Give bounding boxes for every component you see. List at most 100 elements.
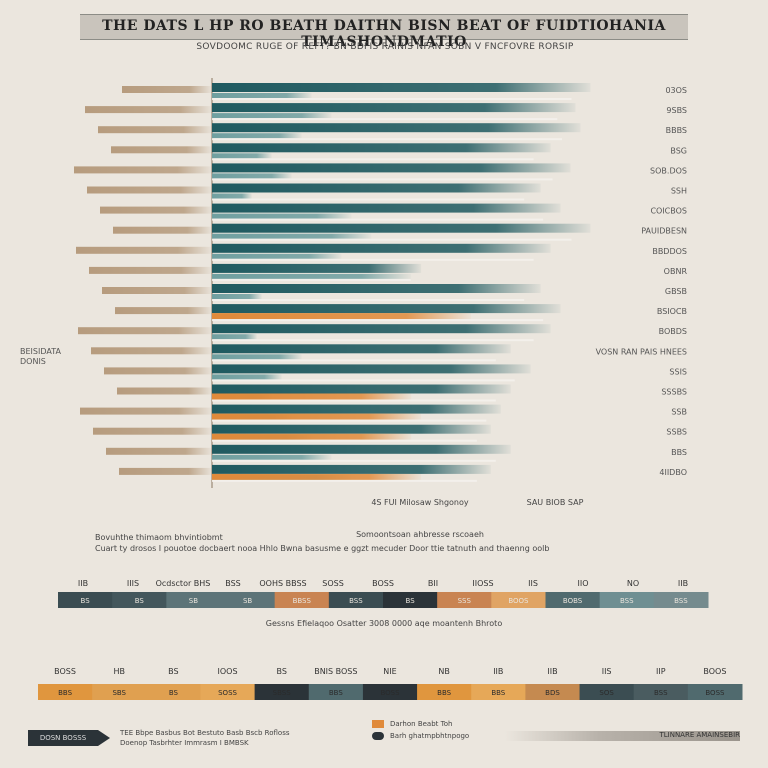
strip2-segment-12 bbox=[633, 684, 689, 700]
strip2-segment-label-1: BBS bbox=[58, 689, 72, 697]
strip1-segment-1 bbox=[58, 592, 113, 608]
strip2-segment-label-2: SBS bbox=[112, 689, 126, 697]
legend-box-label: DOSN BOSSS bbox=[28, 730, 98, 746]
strip1-segment-label-4: SB bbox=[243, 597, 252, 605]
bar-11-series-1 bbox=[212, 284, 541, 293]
bar-divider bbox=[212, 138, 563, 141]
strip2-category-7: NIE bbox=[383, 667, 396, 676]
legend-item-2: Barh ghatmpbhtnpogo bbox=[372, 730, 502, 742]
x-axis-label: 4S FUI Milosaw Shgonoy bbox=[371, 498, 469, 507]
brush-stroke bbox=[113, 226, 212, 234]
legend-right-label: TLINNARE AMAINSEBIR bbox=[659, 731, 740, 739]
strip2-category-12: IIP bbox=[656, 667, 666, 676]
strip1-segment-5 bbox=[274, 592, 330, 608]
brush-stroke bbox=[98, 126, 212, 134]
strip1-category-2: IIIS bbox=[127, 579, 139, 588]
strip2-segment-label-8: BBS bbox=[437, 689, 451, 697]
bar-1-series-1 bbox=[212, 83, 591, 92]
legend-text-line-2: Doenop Tasbrhter Immrasm I BMBSK bbox=[120, 739, 249, 747]
brush-stroke bbox=[93, 427, 212, 435]
bar-6-series-2 bbox=[212, 193, 252, 199]
brush-stroke bbox=[91, 347, 212, 355]
strip1-segment-label-5: BBSS bbox=[293, 597, 312, 605]
strip1-category-13: IIB bbox=[678, 579, 688, 588]
strip1-category-7: BOSS bbox=[372, 579, 394, 588]
legend-item-1-label: Darhon Beabt Toh bbox=[390, 720, 453, 728]
strip1-category-12: NO bbox=[627, 579, 639, 588]
bar-divider bbox=[212, 98, 572, 100]
strip2-category-2: HB bbox=[113, 667, 125, 676]
bar-7-series-1 bbox=[212, 203, 561, 213]
bar-label-12: BSIOCB bbox=[657, 307, 687, 316]
x-axis-label-right: SAU BIOB SAP bbox=[527, 498, 584, 507]
bar-label-5: SOB.DOS bbox=[650, 166, 687, 175]
strip1-segment-2 bbox=[112, 592, 167, 608]
bar-18-series-3 bbox=[212, 433, 412, 440]
bar-label-4: BSG bbox=[670, 146, 687, 155]
strip1-segment-label-2: BS bbox=[135, 597, 145, 605]
brush-stroke bbox=[117, 387, 212, 395]
bar-4-series-2 bbox=[212, 153, 272, 159]
strip2-category-1: BOSS bbox=[54, 667, 76, 676]
legend-arrow bbox=[98, 730, 110, 746]
bar-divider bbox=[212, 198, 525, 201]
strip2-segment-label-13: BOSS bbox=[705, 689, 725, 697]
strip2-category-10: IIB bbox=[547, 667, 557, 676]
strip1-category-8: BII bbox=[428, 579, 438, 588]
bar-divider bbox=[212, 258, 534, 261]
strip2-segment-label-12: BSS bbox=[654, 689, 668, 697]
strip1-segment-6 bbox=[328, 592, 384, 608]
strip2-segment-label-7: BOSS bbox=[380, 689, 400, 697]
strip1-category-10: IIS bbox=[528, 579, 538, 588]
strip1-segment-label-12: BSS bbox=[674, 597, 688, 605]
bar-divider bbox=[212, 419, 487, 422]
brush-stroke bbox=[111, 146, 212, 154]
bar-label-13: BOBDS bbox=[659, 327, 687, 336]
strip2-segment-8 bbox=[417, 684, 472, 700]
bar-8-series-1 bbox=[212, 223, 591, 233]
strip2-segment-11 bbox=[579, 684, 635, 700]
bar-20-series-1 bbox=[212, 464, 491, 474]
bar-20-series-3 bbox=[212, 473, 422, 480]
strip2-segment-9 bbox=[471, 684, 526, 700]
bar-19-series-1 bbox=[212, 444, 511, 454]
bar-17-series-1 bbox=[212, 404, 501, 414]
bar-13-series-1 bbox=[212, 324, 551, 334]
bar-label-3: BBBS bbox=[666, 126, 687, 135]
strip2-category-8: NB bbox=[438, 667, 449, 676]
strip1-category-9: IIOSS bbox=[472, 579, 493, 588]
strip2-segment-4 bbox=[200, 684, 256, 700]
strip1-segment-3 bbox=[166, 592, 221, 608]
strip1-note-center: Somoontsoan ahbresse rscoaeh bbox=[356, 530, 484, 539]
legend-items: Darhon Beabt Toh Barh ghatmpbhtnpogo bbox=[372, 718, 502, 742]
strip1-segment-label-3: SB bbox=[189, 597, 198, 605]
bar-divider bbox=[212, 359, 496, 362]
strip2-segment-label-3: BS bbox=[169, 689, 179, 697]
strip1-segment-label-8: SSS bbox=[458, 597, 472, 605]
brush-stroke bbox=[115, 307, 212, 315]
bar-5-series-1 bbox=[212, 163, 571, 173]
bar-label-10: OBNR bbox=[664, 267, 688, 276]
bar-label-6: SSH bbox=[671, 187, 687, 196]
strip1-segment-label-9: BOOS bbox=[508, 597, 529, 605]
bar-14-series-2 bbox=[212, 354, 302, 360]
strip2-note: Gessns Efielaqoo Osatter 3008 0000 aqe m… bbox=[266, 619, 503, 628]
bar-3-series-1 bbox=[212, 123, 581, 133]
strip2-segment-5 bbox=[254, 684, 310, 700]
brush-stroke bbox=[85, 106, 212, 114]
bar-divider bbox=[212, 238, 572, 241]
brush-stroke bbox=[119, 467, 212, 475]
strip2-segment-1 bbox=[38, 684, 93, 700]
bar-9-series-2 bbox=[212, 253, 342, 259]
bar-15-series-1 bbox=[212, 364, 531, 374]
chart-title: THE DATS L HP RO BEATH DAITHN BISN BEAT … bbox=[102, 18, 666, 50]
strip2-category-13: BOOS bbox=[703, 667, 726, 676]
bar-label-8: PAUIDBESN bbox=[641, 227, 687, 236]
strip1-segment-11 bbox=[599, 592, 655, 608]
brush-stroke bbox=[89, 266, 212, 274]
brush-stroke bbox=[100, 206, 212, 214]
bar-divider bbox=[212, 399, 496, 402]
legend-text: TEE Bbpe Basbus Bot Bestuto Basb Bscb Ro… bbox=[120, 728, 340, 748]
bar-12-series-3 bbox=[212, 313, 471, 320]
title-bar: THE DATS L HP RO BEATH DAITHN BISN BEAT … bbox=[80, 14, 688, 50]
